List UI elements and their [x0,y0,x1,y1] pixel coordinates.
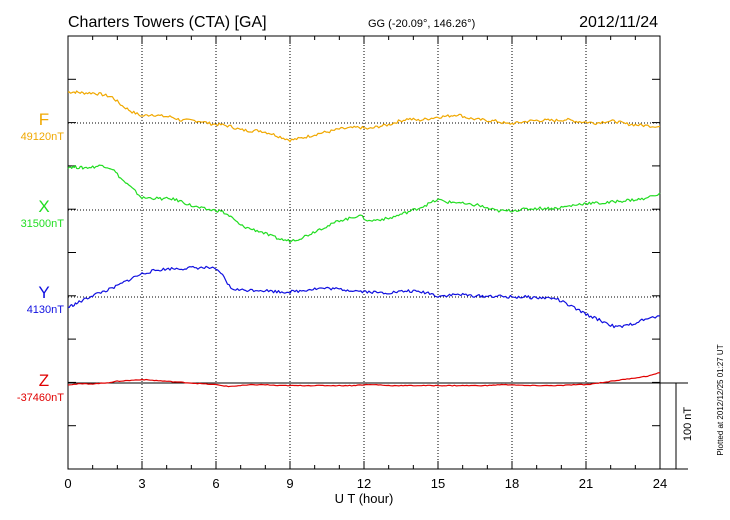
x-tick-label: 24 [653,476,667,491]
series-labels: F 49120nT X 31500nT Y 4130nT Z -37460nT [17,110,64,404]
coordinates-label: GG (-20.09°, 146.26°) [368,18,475,30]
series-lines [67,90,661,388]
x-tick-label: 18 [505,476,519,491]
series-line-x [67,164,661,243]
station-title: Charters Towers (CTA) [GA] [68,14,267,31]
date-label: 2012/11/24 [579,14,658,31]
series-baseline-label: 49120nT [21,131,65,143]
x-axis-label: U T (hour) [335,491,394,506]
scale-bar-label: 100 nT [682,407,694,442]
x-tick-labels: 0 3 6 9 12 15 18 21 24 [64,476,667,491]
series-baseline-label: 4130nT [27,304,65,316]
series-baseline-label: -37460nT [17,392,64,404]
x-tick-label: 15 [431,476,445,491]
scale-bar: 100 nT [660,382,694,470]
x-tick-label: 3 [138,476,145,491]
x-tick-label: 21 [579,476,593,491]
axis-ticks [67,36,661,469]
grid [68,36,660,469]
plotted-at-label: Plotted at 2012/12/25 01:27 UT [716,344,725,455]
series-line-z [67,372,661,388]
x-tick-label: 0 [64,476,71,491]
series-baseline-label: 31500nT [21,218,65,230]
series-name-label: Z [39,371,49,390]
x-tick-label: 9 [286,476,293,491]
x-tick-label: 12 [357,476,371,491]
series-name-label: Y [38,283,49,302]
series-line-f [67,90,661,143]
x-tick-label: 6 [212,476,219,491]
series-line-y [67,265,660,329]
series-name-label: F [39,110,49,129]
series-name-label: X [38,197,49,216]
